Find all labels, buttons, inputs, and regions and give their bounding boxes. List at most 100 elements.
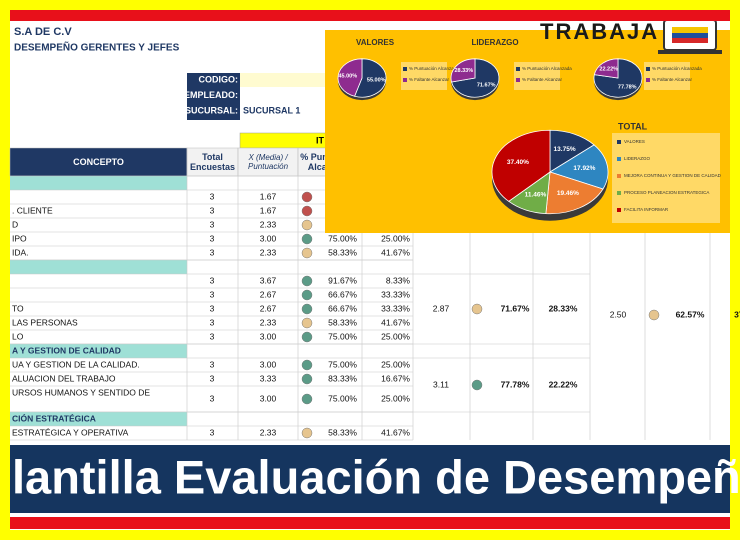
status-dot: [301, 393, 313, 405]
legend-swatch: [617, 208, 621, 212]
logo: TRABAJA: [540, 19, 659, 44]
slice-label: 22.22%: [599, 67, 618, 73]
cell: 3: [210, 247, 215, 257]
pie-slice: [450, 58, 476, 83]
section-title: CIÓN ESTRATÉGICA: [12, 412, 96, 423]
legend-text: % Faltante Alcanzar: [652, 77, 693, 82]
legend-box: [514, 62, 560, 90]
header-cell-text: X (Media) / Puntuación: [248, 153, 288, 171]
legend-swatch: [403, 78, 407, 82]
cell: 58.33%: [328, 247, 357, 257]
status-dot: [301, 247, 313, 259]
legend-text: MEJORA CONTINUA Y GESTION DE CALIDAD: [624, 173, 722, 178]
status-dot: [301, 289, 313, 301]
cell: . CLIENTE: [12, 205, 53, 215]
pie-slice: [491, 129, 551, 202]
cell: 1.67: [260, 191, 277, 201]
logo-flag-b: [672, 33, 708, 38]
status-dot: [301, 359, 313, 371]
pie-slice: [545, 171, 604, 215]
cell: URSOS HUMANOS Y SENTIDO DE: [12, 387, 150, 397]
cell: 3.67: [260, 275, 277, 285]
legend-swatch: [646, 78, 650, 82]
legend-swatch: [403, 67, 407, 71]
cell: 58.33%: [328, 427, 357, 437]
cell: 1.67: [260, 205, 277, 215]
cell: 66.67%: [328, 303, 357, 313]
section-row: [10, 344, 187, 358]
legend-text: % Faltante Alcanzar: [409, 77, 450, 82]
banner-bg: [10, 445, 730, 513]
cell: 77.78%: [501, 379, 530, 389]
legend-swatch: [516, 67, 520, 71]
header-cell-text: Total Encuestas: [189, 152, 236, 172]
cell: ESTRATÉGICA Y OPERATIVA: [12, 427, 129, 437]
status-dot: [301, 317, 313, 329]
cell: 3.11: [433, 379, 449, 389]
stripe-top: [10, 10, 730, 21]
cell: IDA.: [12, 247, 29, 257]
legend-box: [612, 133, 720, 223]
cell: D: [12, 219, 18, 229]
section-row: [10, 412, 187, 426]
cell: 75.00%: [328, 233, 357, 243]
cell: IPO: [12, 233, 27, 243]
logo-flag-r: [672, 38, 708, 43]
legend-text: PROCESO PLANEACION ESTRATEGICA: [624, 190, 709, 195]
chart-title: LIDERAZGO: [471, 38, 518, 47]
legend-text: LIDERAZGO: [624, 156, 651, 161]
cell: 2.33: [260, 247, 277, 257]
cell: 3: [210, 275, 215, 285]
cell: 2.67: [260, 303, 277, 313]
cell: 3.00: [260, 393, 277, 403]
cell: 3: [210, 317, 215, 327]
form-input: [240, 73, 330, 87]
logo-base: [658, 50, 722, 54]
cell: 33.33%: [381, 289, 410, 299]
cell: UA Y GESTION DE LA CALIDAD.: [12, 359, 140, 369]
slice-label: 45.00%: [338, 74, 357, 80]
header-cell: [186, 147, 239, 177]
cell: 3: [210, 205, 215, 215]
form-label: CODIGO:: [199, 74, 239, 84]
section-row: [10, 260, 187, 274]
section-title: A Y GESTION DE CALIDAD: [12, 345, 121, 355]
cell: 3.00: [260, 233, 277, 243]
header-cell: [9, 147, 188, 177]
status-dot: [648, 309, 660, 321]
cell: 2.33: [260, 427, 277, 437]
cell: 3: [210, 191, 215, 201]
cell: 8.33%: [386, 275, 411, 285]
cell: 25.00%: [381, 359, 410, 369]
cell: 3.00: [260, 359, 277, 369]
cell: 41.67%: [381, 247, 410, 257]
header-cell-text: CONCEPTO: [73, 157, 124, 167]
cell: 58.33%: [328, 317, 357, 327]
status-dot: [471, 303, 483, 315]
form-label: EMPLEADO:: [184, 90, 238, 100]
chart-title: VALORES: [356, 38, 395, 47]
cell: 3: [210, 303, 215, 313]
legend-box: [644, 62, 690, 90]
cell: ALUACION DEL TRABAJO: [12, 373, 116, 383]
slice-label: 77.78%: [618, 84, 637, 90]
status-dot: [301, 373, 313, 385]
header-text: CONCEPTO: [73, 157, 124, 167]
slice-label: 71.67%: [477, 83, 496, 89]
header-text: Total Encuestas: [189, 152, 236, 172]
section-row: [10, 176, 187, 190]
legend-swatch: [617, 174, 621, 178]
legend-text: % Puntuación Alcanzada: [409, 66, 459, 71]
status-dot: [471, 379, 483, 391]
legend-swatch: [516, 78, 520, 82]
form-label: SUCURSAL:: [185, 105, 238, 115]
cell: 3: [210, 393, 215, 403]
cell: 3: [210, 289, 215, 299]
cell: 3: [210, 427, 215, 437]
cell: 3: [210, 359, 215, 369]
cell: 71.67%: [501, 303, 530, 313]
cell: 37.: [734, 309, 740, 319]
pie-slice: [593, 58, 643, 98]
slice-label: 55.00%: [367, 77, 386, 83]
